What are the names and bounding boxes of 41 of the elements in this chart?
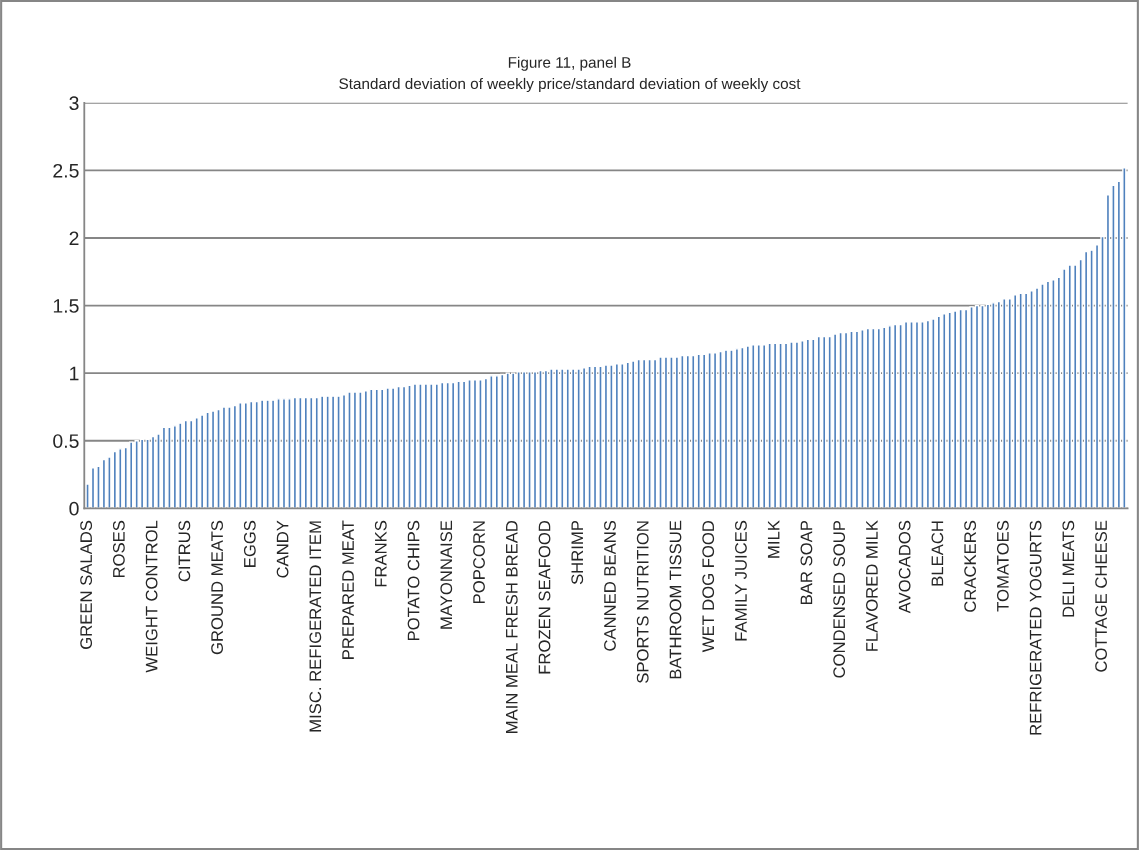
x-tick-label: MAIN MEAL FRESH BREAD [505, 520, 518, 733]
x-tick-label: CANDY [276, 520, 289, 578]
y-tick-label: 1 [70, 366, 79, 381]
x-tick-label: TOMATOES [996, 520, 1009, 612]
x-tick-label: BLEACH [931, 521, 944, 586]
x-tick-label: FAMILY JUICES [735, 520, 747, 641]
x-tick-label: FLAVORED MILK [866, 520, 878, 651]
x-tick-label: DELI MEATS [1062, 520, 1075, 617]
x-tick-label: CANNED BEANS [604, 520, 616, 651]
x-tick-label: COTTAGE CHEESE [1095, 520, 1107, 672]
chart-title: Figure 11, panel B [508, 56, 631, 71]
x-tick-label: CONDENSED SOUP [833, 520, 846, 678]
y-tick-label: 0.5 [53, 434, 79, 448]
x-tick-label: MILK [767, 520, 780, 558]
x-tick-label: WET DOG FOOD [702, 520, 715, 653]
x-tick-label: MAYONNAISE [440, 520, 453, 629]
x-tick-label: PREPARED MEAT [342, 520, 354, 659]
x-tick-label: MISC. REFIGERATED ITEM [309, 521, 322, 732]
x-tick-label: CITRUS [178, 520, 191, 582]
x-tick-label: CRACKERS [964, 520, 977, 612]
x-tick-label: FROZEN SEAFOOD [538, 520, 551, 674]
x-tick-label: AVOCADOS [898, 520, 911, 614]
y-tick-label: 2.5 [53, 163, 79, 178]
y-tick-label: 3 [69, 96, 79, 111]
x-tick-label: WEIGHT CONTROL [145, 520, 158, 673]
x-tick-label: GREEN SALADS [80, 520, 93, 649]
x-tick-label: POPCORN [473, 521, 485, 604]
x-tick-label: SPORTS NUTRITION [636, 521, 649, 683]
y-tick-label: 2 [69, 231, 79, 246]
x-tick-label: BATHROOM TISSUE [669, 520, 682, 679]
x-tick-label: REFRIGERATED YOGURTS [1029, 520, 1042, 735]
x-tick-label: GROUND MEATS [211, 520, 223, 655]
y-tick-label: 0 [69, 501, 79, 516]
y-tick-label: 1.5 [53, 299, 79, 313]
x-tick-label: SHRIMP [571, 520, 584, 585]
x-tick-label: POTATO CHIPS [407, 520, 420, 641]
x-tick-label: ROSES [112, 520, 125, 578]
x-tick-label: FRANKS [374, 520, 387, 587]
x-tick-label: EGGS [243, 520, 256, 567]
chart-subtitle: Standard deviation of weekly price/standard deviation of weekly cost [339, 77, 801, 93]
x-tick-label: BAR SOAP [800, 520, 813, 604]
